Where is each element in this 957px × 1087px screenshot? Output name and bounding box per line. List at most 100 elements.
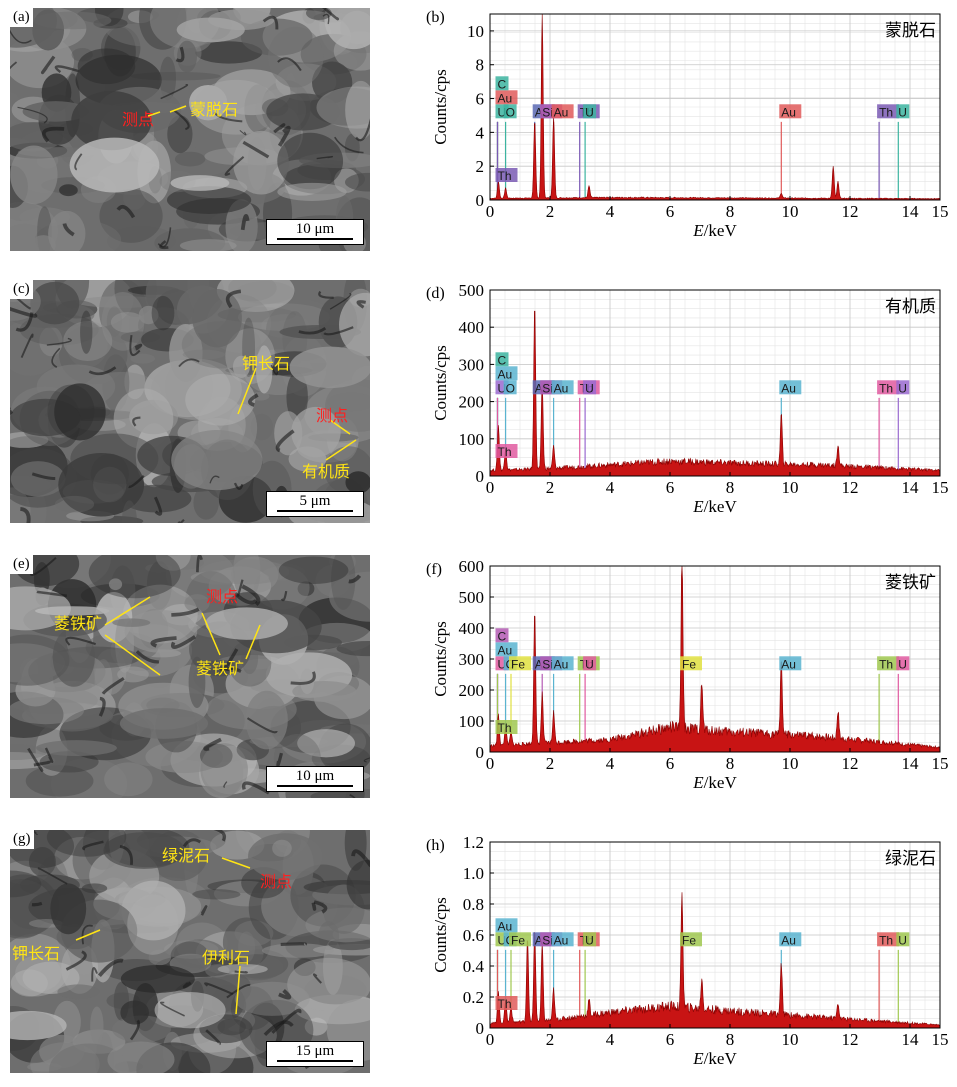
scale-bar: 5 μm: [266, 491, 364, 517]
svg-text:U: U: [585, 933, 594, 947]
y-tick-label: 6: [476, 90, 485, 109]
scale-bar-label: 5 μm: [299, 493, 331, 509]
panel-letter: (a): [10, 8, 33, 27]
y-tick-label: 10: [467, 22, 484, 41]
svg-text:U: U: [898, 105, 907, 119]
x-tick-label: 15: [932, 478, 949, 497]
svg-text:Al: Al: [535, 105, 546, 119]
svg-text:Th: Th: [879, 105, 893, 119]
eds-spectrum-svg: 0 2 4 6 8 10 12 14 15 0 2 4 6 8 10 E/keV Counts/cps (b) 蒙脱…: [426, 9, 949, 240]
plot-frame: [489, 13, 941, 201]
pointer-line: [235, 965, 241, 1015]
eds-chart-f: 0 2 4 6 8 10 12 14 15 0 100 200 300 400 500 600 E/keV Cou…: [420, 556, 957, 811]
x-tick-label: 6: [666, 202, 675, 221]
mineral-label: 菱铁矿: [54, 614, 103, 633]
mineral-name: 有机质: [885, 297, 936, 317]
svg-text:Au: Au: [554, 933, 569, 947]
eds-spectrum-svg: 0 2 4 6 8 10 12 14 15 0 100 200 300 400 500 E/keV Counts…: [426, 281, 949, 516]
svg-text:Al: Al: [535, 381, 546, 395]
measure-point-label: 测点: [206, 587, 239, 606]
element-label-c: C: [495, 628, 509, 643]
x-tick-label: 4: [606, 478, 615, 497]
mineral-label: 绿泥石: [162, 846, 211, 865]
sem-texture: [10, 8, 370, 251]
y-tick-label: 0: [476, 467, 485, 486]
y-tick-label: 500: [459, 281, 485, 300]
y-tick-label: 400: [459, 318, 485, 337]
element-label-th: Th: [495, 168, 518, 183]
eds-chart-d: 0 2 4 6 8 10 12 14 15 0 100 200 300 400 500 E/keV Counts…: [420, 280, 957, 535]
svg-text:Fe: Fe: [682, 933, 696, 947]
svg-text:U: U: [585, 105, 594, 119]
svg-text:O: O: [506, 381, 515, 395]
x-tick-label: 14: [902, 478, 920, 497]
scale-bar: 10 μm: [266, 766, 364, 792]
y-tick-label: 200: [459, 393, 485, 412]
mineral-label: 菱铁矿: [196, 659, 245, 678]
x-tick-label: 4: [606, 1030, 615, 1049]
x-tick-label: 6: [666, 1030, 675, 1049]
x-tick-label: 8: [726, 1030, 735, 1049]
element-label-au: Au: [495, 642, 518, 657]
element-label-th: Th: [495, 720, 518, 735]
svg-text:Al: Al: [535, 933, 546, 947]
panel-letter: (f): [426, 561, 442, 578]
spectrum-area: [489, 565, 941, 753]
x-tick-label: 12: [842, 478, 859, 497]
svg-text:Au: Au: [498, 367, 513, 381]
y-axis-label: Counts/cps: [431, 345, 450, 421]
pointer-line: [169, 105, 187, 113]
svg-text:Si: Si: [542, 657, 553, 671]
x-tick-label: 0: [486, 754, 495, 773]
element-label-au: Au: [779, 656, 802, 671]
element-label-u: U: [583, 932, 597, 947]
svg-text:U: U: [498, 381, 507, 395]
mineral-name: 菱铁矿: [885, 573, 936, 593]
y-tick-label: 2: [476, 157, 485, 176]
x-tick-label: 15: [932, 754, 949, 773]
x-tick-label: 2: [546, 1030, 555, 1049]
svg-text:Si: Si: [542, 933, 553, 947]
measure-point-label: 测点: [122, 110, 155, 129]
mineral-label: 有机质: [302, 462, 351, 481]
scale-bar-line: [277, 238, 353, 240]
svg-text:C: C: [498, 353, 507, 367]
panel-letter: (g): [10, 830, 34, 849]
x-tick-label: 15: [932, 1030, 949, 1049]
scale-bar-line: [277, 1060, 353, 1062]
panel-letter: (d): [426, 285, 445, 302]
y-tick-label: 4: [476, 123, 485, 142]
element-label-fe: Fe: [680, 932, 702, 947]
element-label-th: Th: [877, 656, 900, 671]
y-axis-label: Counts/cps: [431, 621, 450, 697]
x-tick-label: 0: [486, 202, 495, 221]
y-tick-label: 0.2: [463, 988, 484, 1007]
scale-bar-label: 10 μm: [295, 768, 335, 784]
panel-letter: (c): [10, 280, 33, 299]
sem-texture: [10, 555, 370, 798]
element-label-th: Th: [495, 996, 518, 1011]
pointer-line: [245, 624, 261, 660]
element-label-o: O: [503, 104, 517, 119]
svg-text:Au: Au: [781, 381, 796, 395]
x-tick-label: 12: [842, 1030, 859, 1049]
y-tick-label: 200: [459, 681, 485, 700]
y-tick-label: 0.8: [463, 895, 484, 914]
y-tick-label: 100: [459, 712, 485, 731]
y-axis-label: Counts/cps: [431, 69, 450, 145]
sem-texture: [10, 280, 370, 523]
element-label-au: Au: [551, 932, 574, 947]
x-tick-label: 10: [782, 754, 799, 773]
x-tick-label: 0: [486, 478, 495, 497]
pointer-line: [104, 596, 151, 626]
scale-bar-line: [277, 785, 353, 787]
svg-text:Th: Th: [498, 997, 512, 1011]
pointer-line: [104, 634, 161, 676]
y-tick-label: 0: [476, 743, 485, 762]
svg-text:Al: Al: [535, 657, 546, 671]
element-label-au: Au: [495, 366, 518, 381]
scale-bar: 10 μm: [266, 219, 364, 245]
element-label-th: Th: [877, 932, 900, 947]
x-tick-label: 10: [782, 478, 799, 497]
x-tick-label: 10: [782, 202, 799, 221]
